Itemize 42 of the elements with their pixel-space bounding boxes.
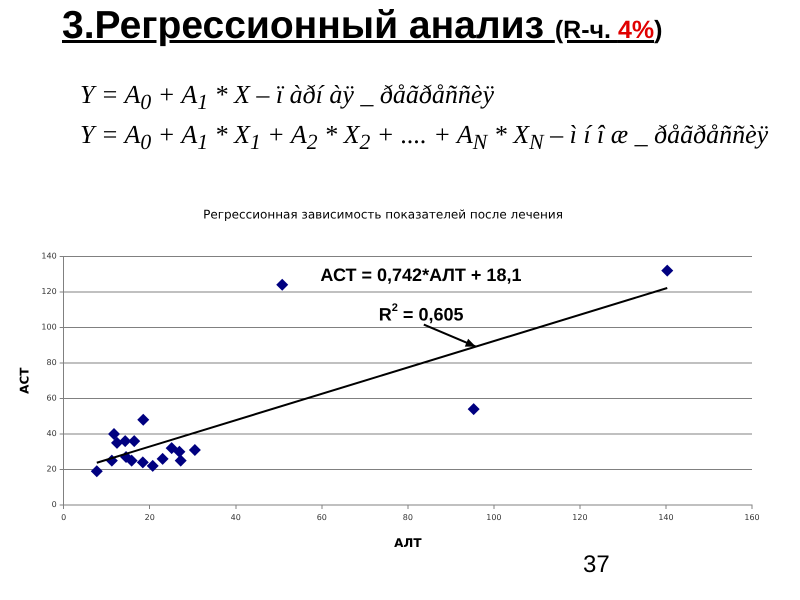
y-tick-label: 0 [52, 500, 57, 510]
x-tick-label: 160 [744, 512, 760, 522]
text: Y = A$_{0}$ + A$_{1}$ * X$_{1}$ + A$_{2}$ * X$_{2}$ + .... + A$_{N}$ * X$_{N}$ – ì í î æ _ ðåãðåññèÿ [80, 120, 768, 154]
point [137, 414, 150, 426]
chart-title: 3.Регрессионный анализ (R-ч. 4%) [62, 4, 662, 47]
y-tick-label: 80 [46, 358, 57, 368]
text: Y = A$_{0}$ + A$_{1}$ * X – ï àðí àÿ _ ðåãðåññèÿ [80, 80, 494, 116]
y-axis-title: АСТ [17, 366, 32, 394]
x-tick-label: 140 [658, 512, 674, 522]
x-tick-label: 60 [316, 512, 327, 522]
point [108, 428, 120, 440]
point [119, 435, 132, 448]
x-tick-label: 20 [144, 512, 155, 522]
point [128, 435, 140, 448]
y-tick-label: 120 [41, 286, 57, 296]
chart-subtitle: Регрессионная зависимость показателей после лечения [203, 207, 563, 222]
y-tick-label: 20 [46, 464, 57, 474]
y-tick-label: 60 [46, 394, 57, 403]
y-tick-label: 140 [41, 251, 57, 260]
x-axis-title: АЛТ [394, 536, 422, 550]
point [146, 460, 159, 472]
x-tick-label: 120 [572, 512, 588, 522]
point [111, 436, 124, 449]
point [661, 264, 674, 277]
x-tick-label: 100 [486, 512, 502, 522]
point [90, 465, 103, 478]
point [188, 444, 201, 456]
text: 37 [583, 551, 610, 579]
y-tick-label: 40 [46, 429, 57, 438]
annotation: АСТ = 0,742*АЛТ + 18,1 [320, 264, 522, 285]
point [156, 452, 169, 465]
point [166, 442, 178, 454]
x-tick-label: 40 [230, 512, 241, 522]
point [126, 454, 138, 467]
point [174, 454, 187, 467]
point [173, 446, 186, 458]
y-tick-label: 100 [41, 322, 57, 332]
point [136, 456, 149, 468]
x-tick-label: 80 [402, 512, 413, 522]
x-tick-label: 0 [61, 512, 66, 522]
point [468, 403, 480, 416]
point [276, 278, 288, 291]
